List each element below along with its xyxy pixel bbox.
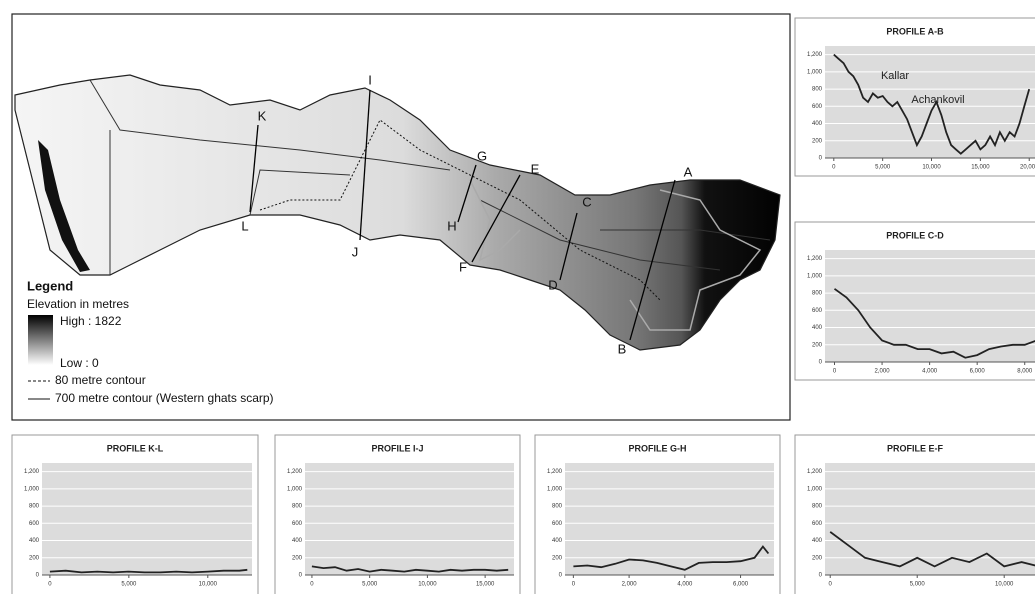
y-tick-label: 200 — [812, 555, 823, 561]
y-tick-label: 1,200 — [24, 469, 40, 475]
y-tick-label: 200 — [812, 342, 823, 348]
annotation: Achankovil — [911, 94, 964, 106]
profile-point-label: F — [459, 259, 467, 274]
profile-point-label: C — [582, 194, 591, 209]
x-tick-label: 8,000 — [1017, 369, 1033, 375]
y-tick-label: 800 — [812, 87, 823, 93]
y-tick-label: 1,200 — [807, 52, 823, 58]
legend-high: High : 1822 — [60, 314, 122, 328]
y-tick-label: 400 — [29, 538, 40, 544]
y-tick-label: 1,000 — [807, 273, 823, 279]
y-tick-label: 1,200 — [807, 256, 823, 262]
profile-point-label: A — [684, 164, 693, 179]
x-tick-label: 6,000 — [733, 582, 749, 588]
page: Legend Elevation in metres High : 1822 L… — [0, 0, 1035, 594]
y-tick-label: 200 — [552, 555, 563, 561]
y-tick-label: 200 — [812, 138, 823, 144]
chart-title: PROFILE K-L — [107, 443, 164, 453]
y-tick-label: 1,000 — [807, 69, 823, 75]
y-tick-label: 200 — [292, 555, 303, 561]
x-tick-label: 4,000 — [922, 369, 938, 375]
x-tick-label: 5,000 — [910, 582, 926, 588]
y-tick-label: 400 — [292, 538, 303, 544]
y-tick-label: 800 — [29, 504, 40, 510]
y-tick-label: 1,200 — [287, 469, 303, 475]
legend-item: 80 metre contour — [55, 373, 146, 387]
y-tick-label: 600 — [812, 104, 823, 110]
x-tick-label: 5,000 — [875, 165, 891, 171]
y-tick-label: 800 — [292, 504, 303, 510]
y-tick-label: 800 — [552, 504, 563, 510]
profile-point-label: E — [531, 161, 540, 176]
profile-point-label: J — [352, 244, 359, 259]
x-tick-label: 2,000 — [875, 369, 891, 375]
chart-title: PROFILE A-B — [886, 26, 944, 36]
legend-item: 700 metre contour (Western ghats scarp) — [55, 391, 274, 405]
x-tick-label: 2,000 — [622, 582, 638, 588]
y-tick-label: 400 — [552, 538, 563, 544]
y-tick-label: 1,200 — [807, 469, 823, 475]
profile-point-label: I — [368, 72, 372, 87]
y-tick-label: 400 — [812, 325, 823, 331]
x-tick-label: 20,000 — [1020, 165, 1035, 171]
y-tick-label: 600 — [812, 521, 823, 527]
figure: Legend Elevation in metres High : 1822 L… — [0, 0, 1035, 594]
y-tick-label: 400 — [812, 538, 823, 544]
y-tick-label: 1,000 — [807, 486, 823, 492]
y-tick-label: 600 — [812, 308, 823, 314]
profile-point-label: K — [258, 108, 267, 123]
y-tick-label: 1,000 — [547, 486, 563, 492]
x-tick-label: 10,000 — [995, 582, 1014, 588]
legend-subtitle: Elevation in metres — [27, 297, 129, 311]
chart-title: PROFILE I-J — [371, 443, 423, 453]
profile-point-label: D — [548, 277, 557, 292]
chart-title: PROFILE G-H — [629, 443, 687, 453]
profile-point-label: G — [477, 148, 487, 163]
legend-low: Low : 0 — [60, 356, 99, 370]
y-tick-label: 600 — [552, 521, 563, 527]
y-tick-label: 600 — [292, 521, 303, 527]
y-tick-label: 200 — [29, 555, 40, 561]
chart-title: PROFILE C-D — [886, 230, 944, 240]
x-tick-label: 10,000 — [922, 165, 941, 171]
x-tick-label: 15,000 — [476, 582, 495, 588]
y-tick-label: 800 — [812, 291, 823, 297]
profile-point-label: B — [618, 341, 627, 356]
chart-title: PROFILE E-F — [887, 443, 944, 453]
profile-point-label: H — [447, 218, 456, 233]
y-tick-label: 400 — [812, 121, 823, 127]
x-tick-label: 6,000 — [970, 369, 986, 375]
y-tick-label: 1,200 — [547, 469, 563, 475]
y-tick-label: 800 — [812, 504, 823, 510]
x-tick-label: 5,000 — [362, 582, 378, 588]
profile-point-label: L — [241, 218, 248, 233]
x-tick-label: 15,000 — [971, 165, 990, 171]
x-tick-label: 4,000 — [677, 582, 693, 588]
y-tick-label: 600 — [29, 521, 40, 527]
x-tick-label: 10,000 — [418, 582, 437, 588]
annotation: Kallar — [881, 70, 909, 82]
legend-ramp — [28, 315, 53, 365]
x-tick-label: 5,000 — [121, 582, 137, 588]
x-tick-label: 10,000 — [199, 582, 218, 588]
legend-title: Legend — [27, 278, 73, 293]
y-tick-label: 1,000 — [24, 486, 40, 492]
y-tick-label: 1,000 — [287, 486, 303, 492]
